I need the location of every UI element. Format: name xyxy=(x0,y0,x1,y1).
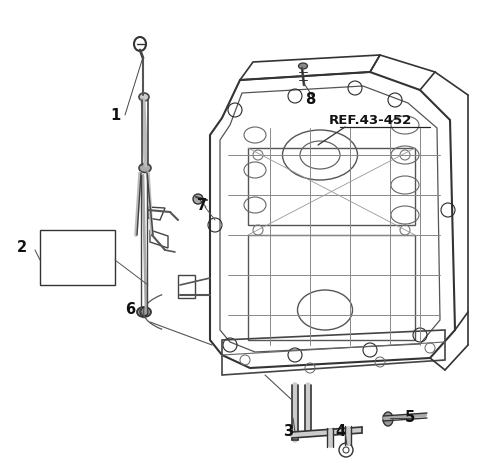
Ellipse shape xyxy=(139,163,151,172)
Ellipse shape xyxy=(383,412,393,426)
Text: 1: 1 xyxy=(110,108,120,123)
Text: 8: 8 xyxy=(305,93,315,108)
Ellipse shape xyxy=(299,63,308,69)
Circle shape xyxy=(193,194,203,204)
Text: 4: 4 xyxy=(335,424,345,439)
Text: 5: 5 xyxy=(405,411,415,425)
Text: 3: 3 xyxy=(283,424,293,439)
Ellipse shape xyxy=(137,307,151,317)
Text: 6: 6 xyxy=(125,303,135,318)
Text: 2: 2 xyxy=(17,241,27,255)
Text: REF.43-452: REF.43-452 xyxy=(328,113,412,126)
Ellipse shape xyxy=(139,93,149,101)
Bar xyxy=(40,230,115,285)
Text: 7: 7 xyxy=(197,197,207,212)
